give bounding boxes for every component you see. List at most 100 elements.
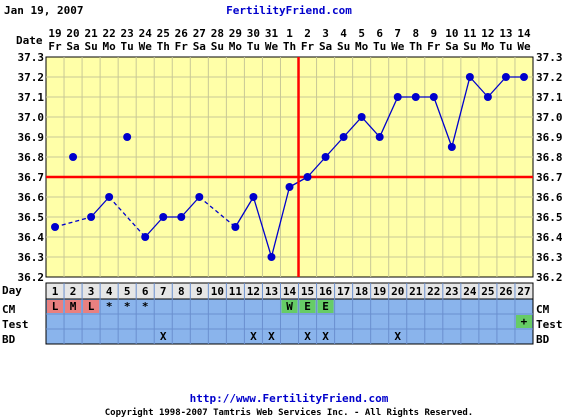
- y-tick-label-right: 37.1: [536, 91, 563, 104]
- y-tick-label-right: 36.7: [536, 171, 563, 184]
- weekday-label: Tu: [373, 40, 386, 53]
- date-label: 31: [265, 27, 279, 40]
- footer-copyright: Copyright 1998-2007 Tamtris Web Services…: [105, 407, 473, 418]
- temperature-line-segment: [487, 76, 507, 98]
- cm-mark: E: [304, 300, 311, 313]
- y-tick-label-left: 36.3: [18, 251, 45, 264]
- bd-mark: X: [268, 330, 275, 343]
- temperature-point: [465, 73, 474, 81]
- cm-mark: W: [286, 300, 293, 313]
- weekday-label: Fr: [427, 40, 441, 53]
- date-label: 8: [412, 27, 419, 40]
- bd-mark: X: [322, 330, 329, 343]
- weekday-label: We: [391, 40, 405, 53]
- temperature-line-segment: [144, 216, 164, 238]
- weekday-label: Su: [337, 40, 350, 53]
- temperature-line-segment: [54, 216, 92, 228]
- temperature-point: [141, 233, 150, 241]
- date-label: 10: [445, 27, 458, 40]
- temperature-point: [177, 213, 186, 221]
- date-label: 22: [103, 27, 116, 40]
- temperature-line-segment: [361, 116, 381, 138]
- bd-mark: X: [394, 330, 401, 343]
- site-title: FertilityFriend.com: [226, 4, 352, 17]
- bd-mark: X: [250, 330, 257, 343]
- temperature-point: [447, 143, 456, 151]
- y-tick-label-left: 37.3: [18, 51, 45, 64]
- cm-mark: L: [52, 300, 59, 313]
- cycle-day-label: 7: [160, 285, 167, 298]
- y-tick-label-left: 36.4: [18, 231, 45, 244]
- cycle-day-label: 5: [124, 285, 131, 298]
- weekday-label: We: [265, 40, 279, 53]
- temperature-line-segment: [270, 186, 291, 258]
- temperature-point: [303, 173, 312, 181]
- y-tick-label-left: 37.0: [18, 111, 45, 124]
- y-tick-label-left: 36.8: [18, 151, 45, 164]
- date-label: 29: [229, 27, 242, 40]
- y-tick-label-right: 37.2: [536, 71, 563, 84]
- cycle-day-label: 19: [373, 285, 386, 298]
- y-tick-label-left: 36.7: [18, 171, 45, 184]
- temperature-point: [429, 93, 438, 101]
- temperature-line-segment: [451, 76, 471, 148]
- y-tick-label-right: 36.6: [536, 191, 563, 204]
- y-tick-label-right: 36.5: [536, 211, 563, 224]
- cycle-day-label: 6: [142, 285, 149, 298]
- cycle-day-label: 10: [211, 285, 224, 298]
- cm-mark: *: [124, 300, 131, 313]
- y-tick-label-left: 36.2: [18, 271, 45, 284]
- weekday-label: Mo: [481, 40, 495, 53]
- weekday-label: We: [517, 40, 531, 53]
- cycle-day-label: 2: [70, 285, 77, 298]
- cycle-day-label: 26: [499, 285, 513, 298]
- cycle-day-label: 22: [427, 285, 440, 298]
- date-label: 11: [463, 27, 477, 40]
- weekday-label: We: [139, 40, 153, 53]
- temperature-point: [231, 223, 240, 231]
- temperature-point: [51, 223, 60, 231]
- weekday-label: Su: [84, 40, 97, 53]
- weekday-label: Fr: [175, 40, 189, 53]
- test-cell-highlight: [515, 315, 532, 328]
- weekday-label: Fr: [301, 40, 315, 53]
- temperature-point: [375, 133, 384, 141]
- date-label: 7: [394, 27, 401, 40]
- cm-row-label: CM: [2, 303, 16, 316]
- date-row-label: Date: [16, 34, 43, 47]
- date-label: 3: [322, 27, 329, 40]
- date-label: 14: [517, 27, 531, 40]
- temperature-point: [411, 93, 420, 101]
- temperature-line-segment: [90, 196, 110, 218]
- cycle-day-label: 3: [88, 285, 95, 298]
- cm-cell-highlight: [83, 300, 100, 313]
- date-label: 30: [247, 27, 260, 40]
- weekday-label: Sa: [445, 40, 458, 53]
- cm-cell-highlight: [47, 300, 64, 313]
- date-label: 23: [121, 27, 134, 40]
- excluded-temperature-point: [123, 133, 132, 141]
- temperature-point: [339, 133, 348, 141]
- date-label: 1: [286, 27, 293, 40]
- temperature-point: [159, 213, 168, 221]
- cycle-day-label: 21: [409, 285, 423, 298]
- y-tick-label-right: 36.8: [536, 151, 563, 164]
- day-row-label: Day: [2, 284, 22, 297]
- cycle-day-label: 1: [52, 285, 59, 298]
- cycle-day-label: 12: [247, 285, 260, 298]
- date-label: 4: [340, 27, 347, 40]
- cm-cell-highlight: [299, 300, 316, 313]
- footer-url[interactable]: http://www.FertilityFriend.com: [190, 392, 389, 405]
- chart-date: Jan 19, 2007: [4, 4, 83, 17]
- date-label: 25: [157, 27, 170, 40]
- weekday-label: Sa: [66, 40, 79, 53]
- date-label: 12: [481, 27, 494, 40]
- date-label: 28: [211, 27, 224, 40]
- temperature-line-segment: [433, 96, 453, 148]
- temperature-line-segment: [343, 116, 363, 138]
- cycle-day-label: 20: [391, 285, 404, 298]
- temperature-point: [267, 253, 276, 261]
- cycle-day-label: 4: [106, 285, 113, 298]
- cm-cell-highlight: [281, 300, 298, 313]
- test-row-label: Test: [2, 318, 29, 331]
